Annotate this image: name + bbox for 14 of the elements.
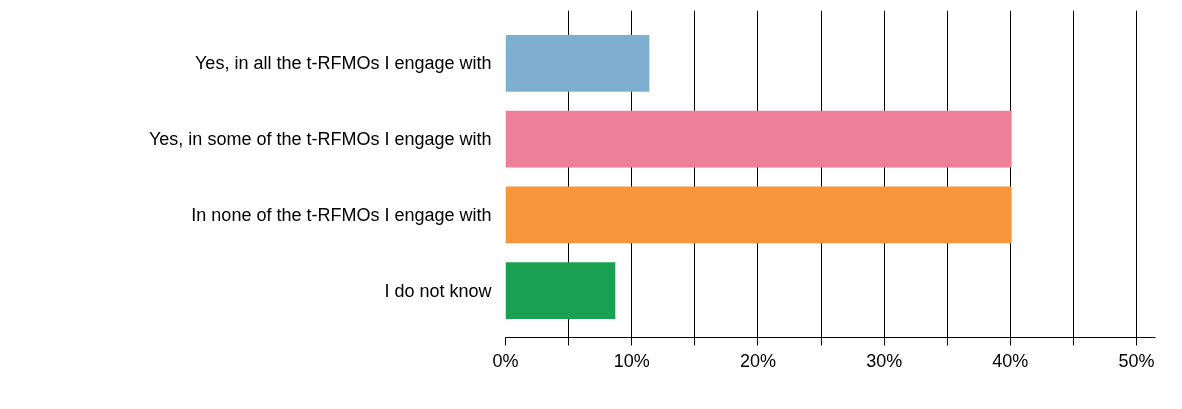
bar bbox=[505, 35, 650, 92]
x-tick-label: 0% bbox=[492, 350, 519, 371]
y-tick-label: I do not know bbox=[384, 280, 493, 301]
y-tick-label: Yes, in some of the t-RFMOs I engage with bbox=[149, 129, 492, 150]
x-tick-label: 50% bbox=[1118, 350, 1155, 371]
x-tick-label: 20% bbox=[739, 350, 776, 371]
y-tick-label: Yes, in all the t-RFMOs I engage with bbox=[195, 53, 492, 74]
x-tick-label: 40% bbox=[992, 350, 1029, 371]
bar bbox=[505, 186, 1012, 244]
y-tick-label: In none of the t-RFMOs I engage with bbox=[191, 204, 492, 225]
bar bbox=[505, 262, 616, 319]
bar bbox=[505, 110, 1012, 168]
x-tick-label: 30% bbox=[866, 350, 903, 371]
x-tick-label: 10% bbox=[613, 350, 650, 371]
